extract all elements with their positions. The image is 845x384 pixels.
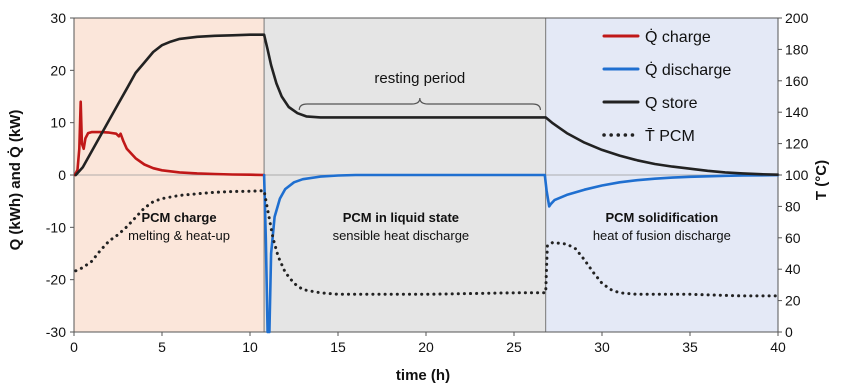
x-tick-label: 5 <box>158 339 166 355</box>
y-right-tick-label: 180 <box>785 41 809 57</box>
x-tick-label: 15 <box>330 339 346 355</box>
y-right-tick-label: 140 <box>785 104 809 120</box>
series-line-0 <box>73 100 266 177</box>
x-tick-label: 20 <box>418 339 434 355</box>
y-right-tick-label: 20 <box>785 293 801 309</box>
x-tick-label: 35 <box>682 339 698 355</box>
series-lines <box>73 33 780 334</box>
y-right-tick-label: 80 <box>785 198 801 214</box>
tick-labels: 0 5 10 15 20 25 30 35 403020100-10-20-3020018016… <box>46 10 809 355</box>
y-left-tick-label: 30 <box>50 10 66 26</box>
y-left-tick-label: 10 <box>50 115 66 131</box>
x-tick-label: 30 <box>594 339 610 355</box>
y-left-tick-label: -10 <box>46 219 66 235</box>
x-tick-label: 10 <box>242 339 258 355</box>
region-labels: PCM charge melting & heat-up PCM in liquid… <box>128 210 731 243</box>
y-right-tick-label: 60 <box>785 230 801 246</box>
y-right-tick-label: 0 <box>785 324 793 340</box>
x-tick-label: 40 <box>770 339 786 355</box>
legend-label-3: T̄ PCM <box>645 128 695 145</box>
y-right-tick-label: 40 <box>785 261 801 277</box>
series-line-3 <box>74 189 780 298</box>
y-left-tick-label: -30 <box>46 324 66 340</box>
x-axis-label: time (h) <box>396 367 450 384</box>
legend-label-0: Q̇ charge <box>645 28 711 46</box>
series-line-2 <box>74 33 780 177</box>
y-axis-left-label: Q (kWh) and Q̇ (kW) <box>7 110 24 251</box>
y-right-tick-label: 120 <box>785 136 809 152</box>
region-title-1: PCM in liquid state <box>343 210 459 225</box>
y-left-tick-label: 0 <box>58 167 66 183</box>
annotation-brace <box>298 97 541 111</box>
region-subtitle-0: melting & heat-up <box>128 228 230 243</box>
region-subtitle-1: sensible heat discharge <box>333 228 470 243</box>
y-axis-right-label: T (°C) <box>813 160 830 200</box>
y-left-tick-label: 20 <box>50 62 66 78</box>
legend-label-2: Q store <box>645 95 698 112</box>
y-right-tick-label: 160 <box>785 73 809 89</box>
legend-label-1: Q̇ discharge <box>645 61 731 79</box>
series-line-1 <box>262 173 780 334</box>
resting-annotation: resting period <box>298 70 541 111</box>
region-subtitle-2: heat of fusion discharge <box>593 228 731 243</box>
x-tick-label: 0 <box>70 339 78 355</box>
y-right-tick-label: 100 <box>785 167 809 183</box>
y-left-tick-label: -20 <box>46 272 66 288</box>
y-right-tick-label: 200 <box>785 10 809 26</box>
annotation-text: resting period <box>374 70 465 87</box>
region-title-0: PCM charge <box>141 210 216 225</box>
region-title-2: PCM solidification <box>606 210 719 225</box>
x-tick-label: 25 <box>506 339 522 355</box>
legend: Q̇ charge Q̇ discharge Q store T̄ PCM <box>602 28 731 145</box>
